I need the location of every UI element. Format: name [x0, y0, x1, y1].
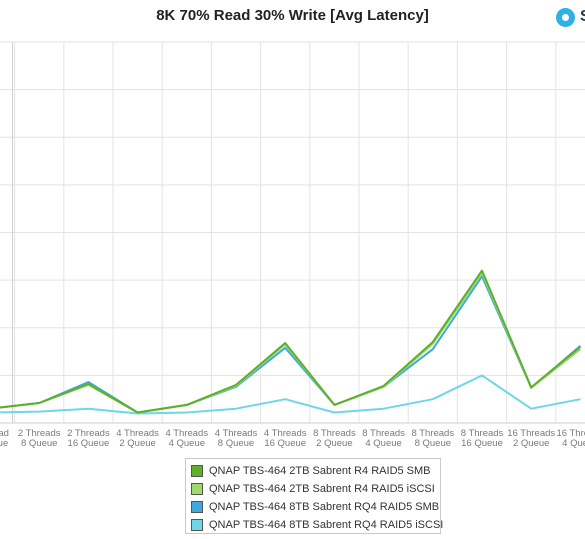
legend-item[interactable]: QNAP TBS-464 8TB Sabrent RQ4 RAID5 iSCSI — [191, 516, 444, 534]
chart-legend: QNAP TBS-464 2TB Sabrent R4 RAID5 SMB QNA… — [185, 458, 444, 534]
x-tick-label: 2 Threads 8 Queue — [18, 428, 61, 449]
x-tick-label: 16 Threads 2 Queue — [507, 428, 555, 449]
legend-label: QNAP TBS-464 8TB Sabrent RQ4 RAID5 iSCSI — [209, 519, 444, 531]
x-tick-label: 1 Thread1 Queue — [0, 428, 9, 449]
series-line — [0, 374, 581, 415]
legend-swatch — [191, 483, 203, 495]
x-tick-label: 8 Threads 8 Queue — [411, 428, 454, 449]
x-tick-label: 8 Threads 4 Queue — [362, 428, 405, 449]
legend-label: QNAP TBS-464 8TB Sabrent RQ4 RAID5 SMB — [209, 501, 440, 513]
legend-swatch — [191, 501, 203, 513]
legend-item[interactable]: QNAP TBS-464 8TB Sabrent RQ4 RAID5 SMB — [191, 498, 440, 516]
x-tick-label: 8 Threads 2 Queue — [313, 428, 356, 449]
legend-label: QNAP TBS-464 2TB Sabrent R4 RAID5 SMB — [209, 465, 431, 477]
legend-item[interactable]: QNAP TBS-464 2TB Sabrent R4 RAID5 SMB — [191, 462, 440, 480]
chart-title: 8K 70% Read 30% Write [Avg Latency] — [156, 7, 429, 24]
brand-text: S — [580, 8, 585, 26]
legend-label: QNAP TBS-464 2TB Sabrent R4 RAID5 iSCSI — [209, 483, 435, 495]
x-tick-label: 4 Threads 4 Queue — [165, 428, 208, 449]
series-line — [0, 269, 582, 414]
legend-swatch — [191, 465, 203, 477]
x-tick-label: 8 Threads 16 Queue — [461, 428, 504, 449]
legend-item[interactable]: QNAP TBS-464 2TB Sabrent R4 RAID5 iSCSI — [191, 480, 440, 498]
x-tick-label: 4 Threads 2 Queue — [116, 428, 159, 449]
brand-logo-icon — [556, 8, 575, 27]
series-line — [0, 272, 582, 414]
legend-swatch — [191, 519, 203, 531]
x-tick-label: 4 Threads 8 Queue — [215, 428, 258, 449]
x-tick-label: 4 Threads 16 Queue — [264, 428, 307, 449]
x-tick-label: 2 Threads 16 Queue — [67, 428, 110, 449]
